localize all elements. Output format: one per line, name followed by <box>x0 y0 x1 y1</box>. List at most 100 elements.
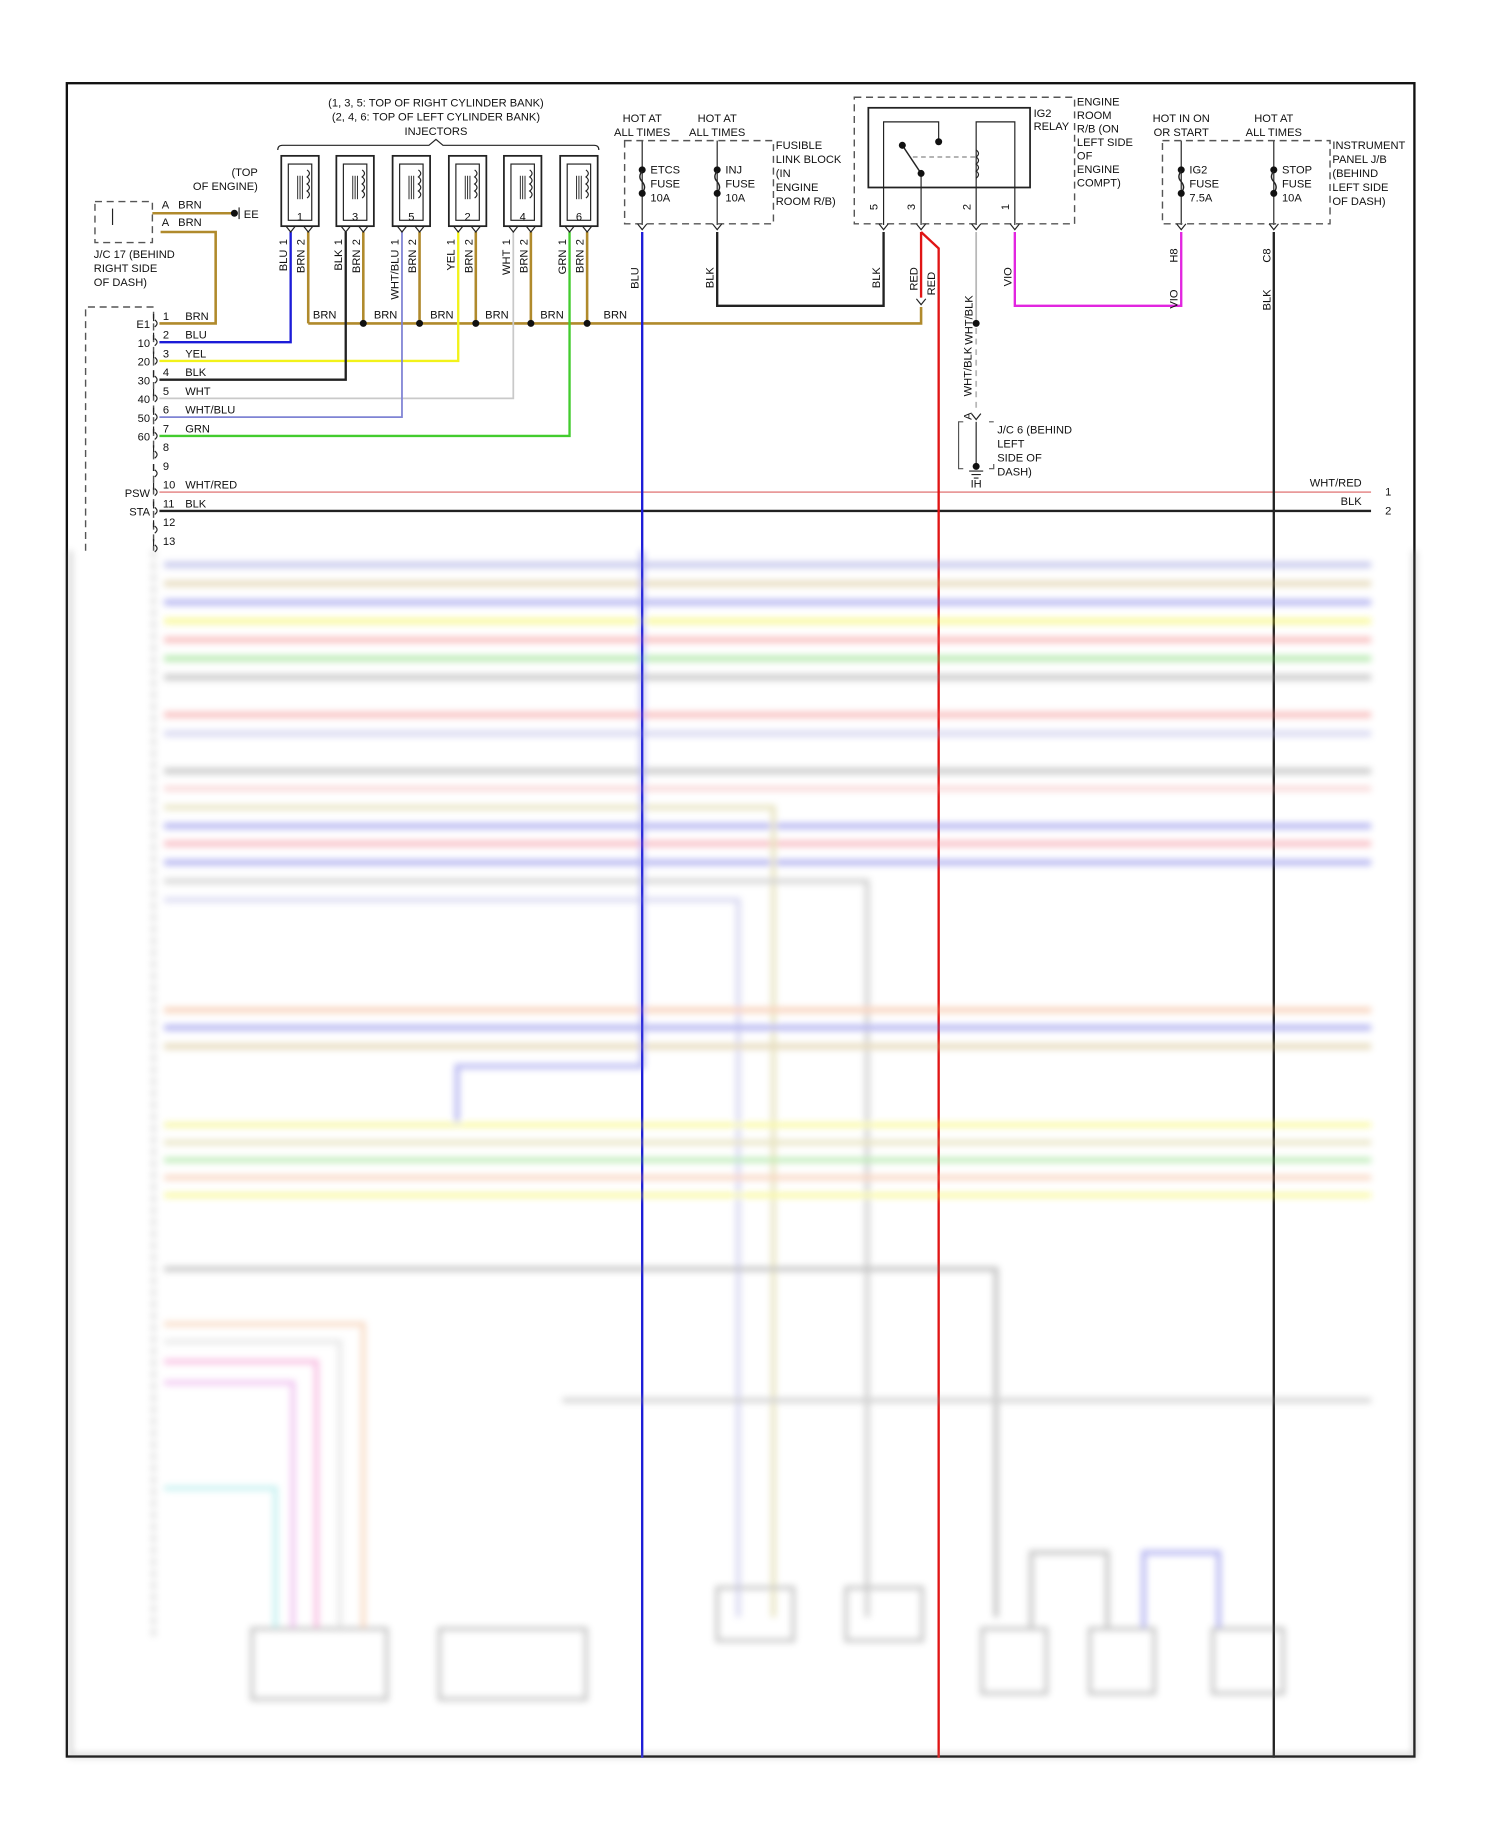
jc17-note: (TOP <box>231 167 257 179</box>
ground-label: IH <box>971 478 982 490</box>
fuse-terminal <box>713 189 721 197</box>
connector-pin-icon <box>581 225 593 233</box>
connector-pin-icon <box>414 225 425 233</box>
fusible-link-block-label: LINK BLOCK <box>776 154 842 166</box>
relay-wire-color: BLK <box>871 267 883 289</box>
injector-solenoid-frame <box>455 163 480 221</box>
ecm-pin-number: 6 <box>163 405 169 417</box>
obscured-wire <box>164 1266 999 1618</box>
relay-location: LEFT SIDE <box>1077 137 1133 149</box>
obscured-wire <box>164 897 741 1618</box>
obscured-component <box>1088 1627 1157 1696</box>
fusible-link-block-outline <box>623 139 775 225</box>
fuse-icon <box>639 170 646 193</box>
ecm-pin-number: 13 <box>163 536 175 548</box>
ecm-pin-label: 40 <box>138 394 150 406</box>
relay-location: ROOM <box>1077 110 1112 122</box>
instrument-panel-jb-label: (BEHIND <box>1332 168 1378 180</box>
injector-solenoid-frame <box>566 163 592 221</box>
wire-red-main <box>920 231 940 1758</box>
ecm-pin-label: 20 <box>138 357 150 369</box>
connector-pin-icon <box>564 225 575 233</box>
ecm-pin-icon <box>152 332 158 347</box>
hot-label: HOT AT <box>1254 113 1293 125</box>
relay-wire-color: WHT/BLK <box>964 295 976 345</box>
fuse-terminal <box>1177 166 1185 174</box>
jb-wire-color: BLK <box>1261 289 1273 311</box>
ecm-pin-label: 50 <box>138 413 150 425</box>
fuse-label: 10A <box>1282 193 1302 205</box>
ecm-pin-label: PSW <box>125 488 151 500</box>
fuse-terminal <box>1270 189 1278 197</box>
splice-dot <box>416 319 424 327</box>
wires-layer <box>111 121 1372 1758</box>
injector-pin-number: 2 <box>296 239 308 245</box>
obscured-wire <box>164 1485 278 1629</box>
ecm-pin-icon <box>152 351 158 365</box>
ecm-wire-color: BRN <box>185 311 209 323</box>
obscured-wire <box>164 878 870 1618</box>
injector-2 <box>447 154 488 228</box>
injector-wire-color: BRN <box>518 250 530 273</box>
injector-wire-color: WHT/BLU <box>389 250 401 300</box>
ecm-pin-number: 11 <box>163 498 175 510</box>
obscured-component <box>715 1586 796 1643</box>
relay-name: RELAY <box>1034 121 1070 133</box>
fuse-label: 10A <box>725 193 745 205</box>
fuse-label: FUSE <box>1189 178 1219 190</box>
jc17-label: OF DASH) <box>94 277 147 289</box>
jc17-label: RIGHT SIDE <box>94 263 157 275</box>
injector-wire-color: GRN <box>557 250 569 275</box>
right-wire-color: WHT/RED <box>1310 477 1362 489</box>
obscured-frame <box>68 550 1417 1758</box>
fusible-link-block-label: FUSIBLE <box>776 140 822 152</box>
relay-name: IG2 <box>1034 108 1052 120</box>
ecm-wire-color: WHT/RED <box>185 480 237 492</box>
bus-wire-label: BRN <box>430 310 453 322</box>
ecm-pin-number: 9 <box>163 461 169 473</box>
fuse-label: FUSE <box>725 178 755 190</box>
relay-coil-lead <box>975 121 1016 188</box>
obscured-wire <box>1028 1550 1110 1629</box>
splice-dot <box>972 319 980 327</box>
connector-pin-icon <box>971 413 982 421</box>
jc17-wire-color: BRN <box>178 217 201 229</box>
relay-location: COMPT) <box>1077 177 1121 189</box>
ecm-wire-color: YEL <box>185 348 206 360</box>
hot-label: OR START <box>1154 127 1209 139</box>
connector-pin-icon <box>453 225 464 233</box>
fusible-link-block-label: ENGINE <box>776 182 819 194</box>
ecm-wire-color: BLU <box>185 330 207 342</box>
ecm-pin-number: 12 <box>163 517 175 529</box>
injector-wire-color: BRN <box>296 250 308 274</box>
connector-pin-icon <box>971 223 982 231</box>
connector-pin-icon <box>1268 223 1279 231</box>
splice-dot <box>527 319 535 327</box>
wire-grn-inj6 <box>159 232 571 438</box>
ecm-pin-label: 10 <box>138 338 150 350</box>
injector-wire-color: YEL <box>446 250 458 271</box>
obscured-component <box>844 1586 925 1643</box>
jc6-label: LEFT <box>997 439 1024 451</box>
splice-dot <box>583 319 591 327</box>
jc17-wire-color: BRN <box>178 200 201 212</box>
ecm-pin-icon <box>152 407 158 422</box>
connector-pin-icon <box>525 225 537 233</box>
fuse-label: FUSE <box>1282 178 1312 190</box>
connector-pin-icon <box>915 223 927 231</box>
wire-whtblu-inj5 <box>159 232 403 419</box>
injector-6 <box>559 154 599 228</box>
injector-wire-color: BRN <box>463 250 475 274</box>
fuse-label: STOP <box>1282 164 1312 176</box>
obscured-wire <box>164 1359 319 1629</box>
hot-at-label: ALL TIMES <box>614 127 670 139</box>
bus-wire-label: BRN <box>485 310 509 322</box>
ecm-pin-icon <box>152 520 158 534</box>
connector-pin-icon <box>637 223 648 231</box>
relay-pin-number: 2 <box>961 204 973 210</box>
relay-contact <box>917 169 925 177</box>
ecm-pin-number: 10 <box>163 480 175 492</box>
wire-blk-inj3 <box>159 232 347 381</box>
relay-contact <box>935 138 943 146</box>
